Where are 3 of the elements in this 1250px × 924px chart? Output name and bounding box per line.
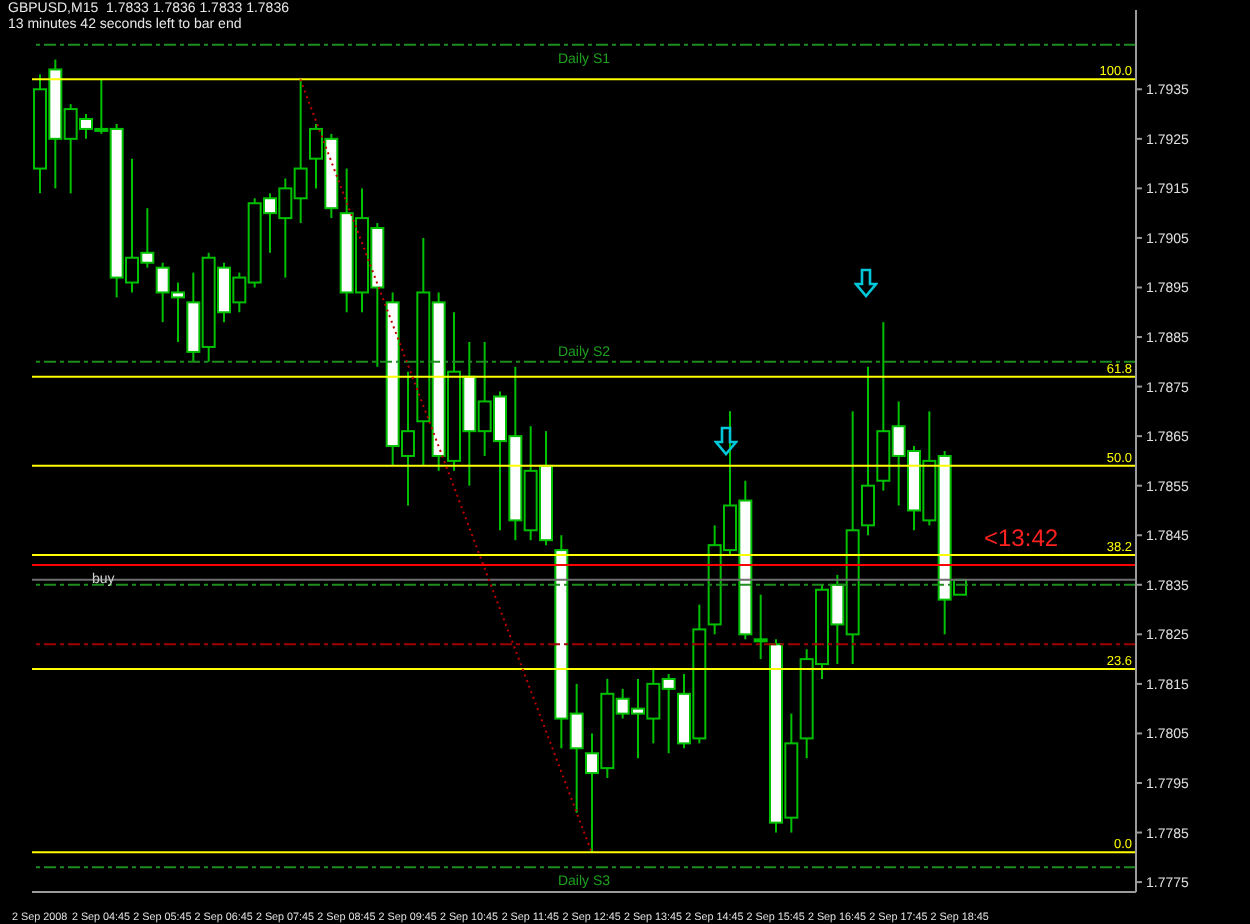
candlestick — [753, 593, 768, 661]
annotation: <13:42 — [984, 524, 1059, 552]
candlestick — [861, 365, 875, 537]
